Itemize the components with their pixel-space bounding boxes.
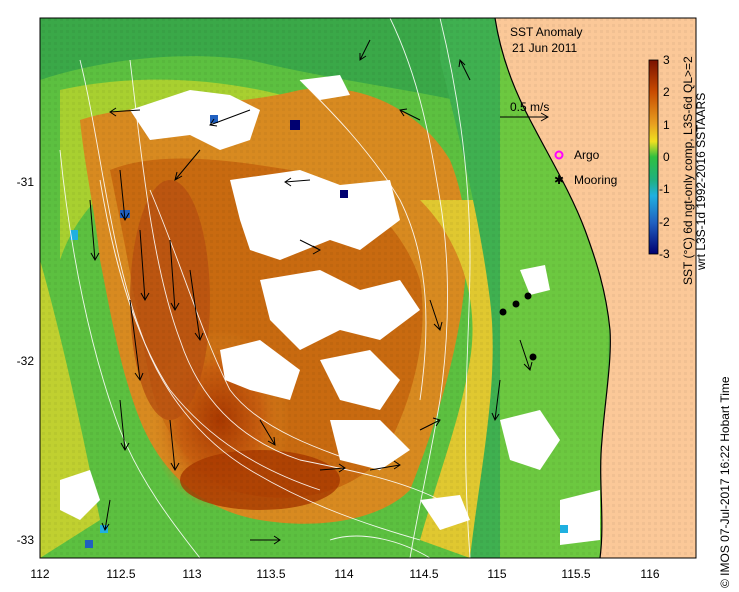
colorbar-tick-labels: 3 2 1 0 -1 -2 -3 [659, 53, 670, 261]
legend-mooring-label: Mooring [574, 173, 617, 187]
y-tick-label: -32 [17, 354, 35, 368]
scale-vector-label: 0.5 m/s [510, 100, 549, 114]
x-tick-label: 116 [640, 567, 659, 581]
x-tick-label: 114 [334, 567, 353, 581]
x-tick-label: 112.5 [106, 567, 135, 581]
x-axis: 112 112.5 113 113.5 114 114.5 115 115.5 … [30, 567, 659, 581]
colorbar-tick: -3 [659, 247, 670, 261]
colorbar-tick: 1 [663, 118, 670, 132]
y-axis: -31 -32 -33 [17, 175, 35, 547]
colorbar-label-line2: wrt L3S-1d 1992-2016 SSTAARS [694, 93, 708, 271]
legend-argo-label: Argo [574, 148, 600, 162]
x-tick-label: 115.5 [561, 567, 590, 581]
argo-symbol [554, 150, 564, 160]
current-vectors [89, 39, 550, 545]
map-frame [39, 17, 697, 559]
y-tick-label: -31 [17, 175, 35, 189]
mooring-markers [499, 292, 537, 361]
colorbar-label-line1: SST (°C) 6d ngt-only comp, L3S-6d QL>=2 [681, 56, 695, 285]
x-tick-label: 113.5 [256, 567, 285, 581]
x-tick-label: 114.5 [409, 567, 438, 581]
colorbar-tick: -1 [659, 182, 670, 196]
colorbar-ramp [648, 59, 659, 255]
y-tick-label: -33 [17, 533, 35, 547]
mooring-symbol: ✱ [554, 173, 564, 187]
map-title: SST Anomaly [510, 25, 582, 39]
x-tick-label: 113 [182, 567, 201, 581]
map-date: 21 Jun 2011 [512, 41, 577, 55]
ssh-contours [59, 17, 471, 559]
x-tick-label: 112 [30, 567, 49, 581]
colorbar-tick: 2 [663, 85, 670, 99]
x-tick-label: 115 [487, 567, 506, 581]
legend: Argo ✱ Mooring [554, 148, 617, 187]
cloud-mask [60, 75, 600, 545]
colorbar-tick: 0 [663, 150, 670, 164]
colorbar: 3 2 1 0 -1 -2 -3 SST (°C) 6d ngt-only co… [648, 53, 708, 285]
colorbar-tick: 3 [663, 53, 670, 67]
credit-text: © IMOS 07-Jul-2017 16:22 Hobart Time [718, 376, 732, 588]
colorbar-tick: -2 [659, 215, 670, 229]
